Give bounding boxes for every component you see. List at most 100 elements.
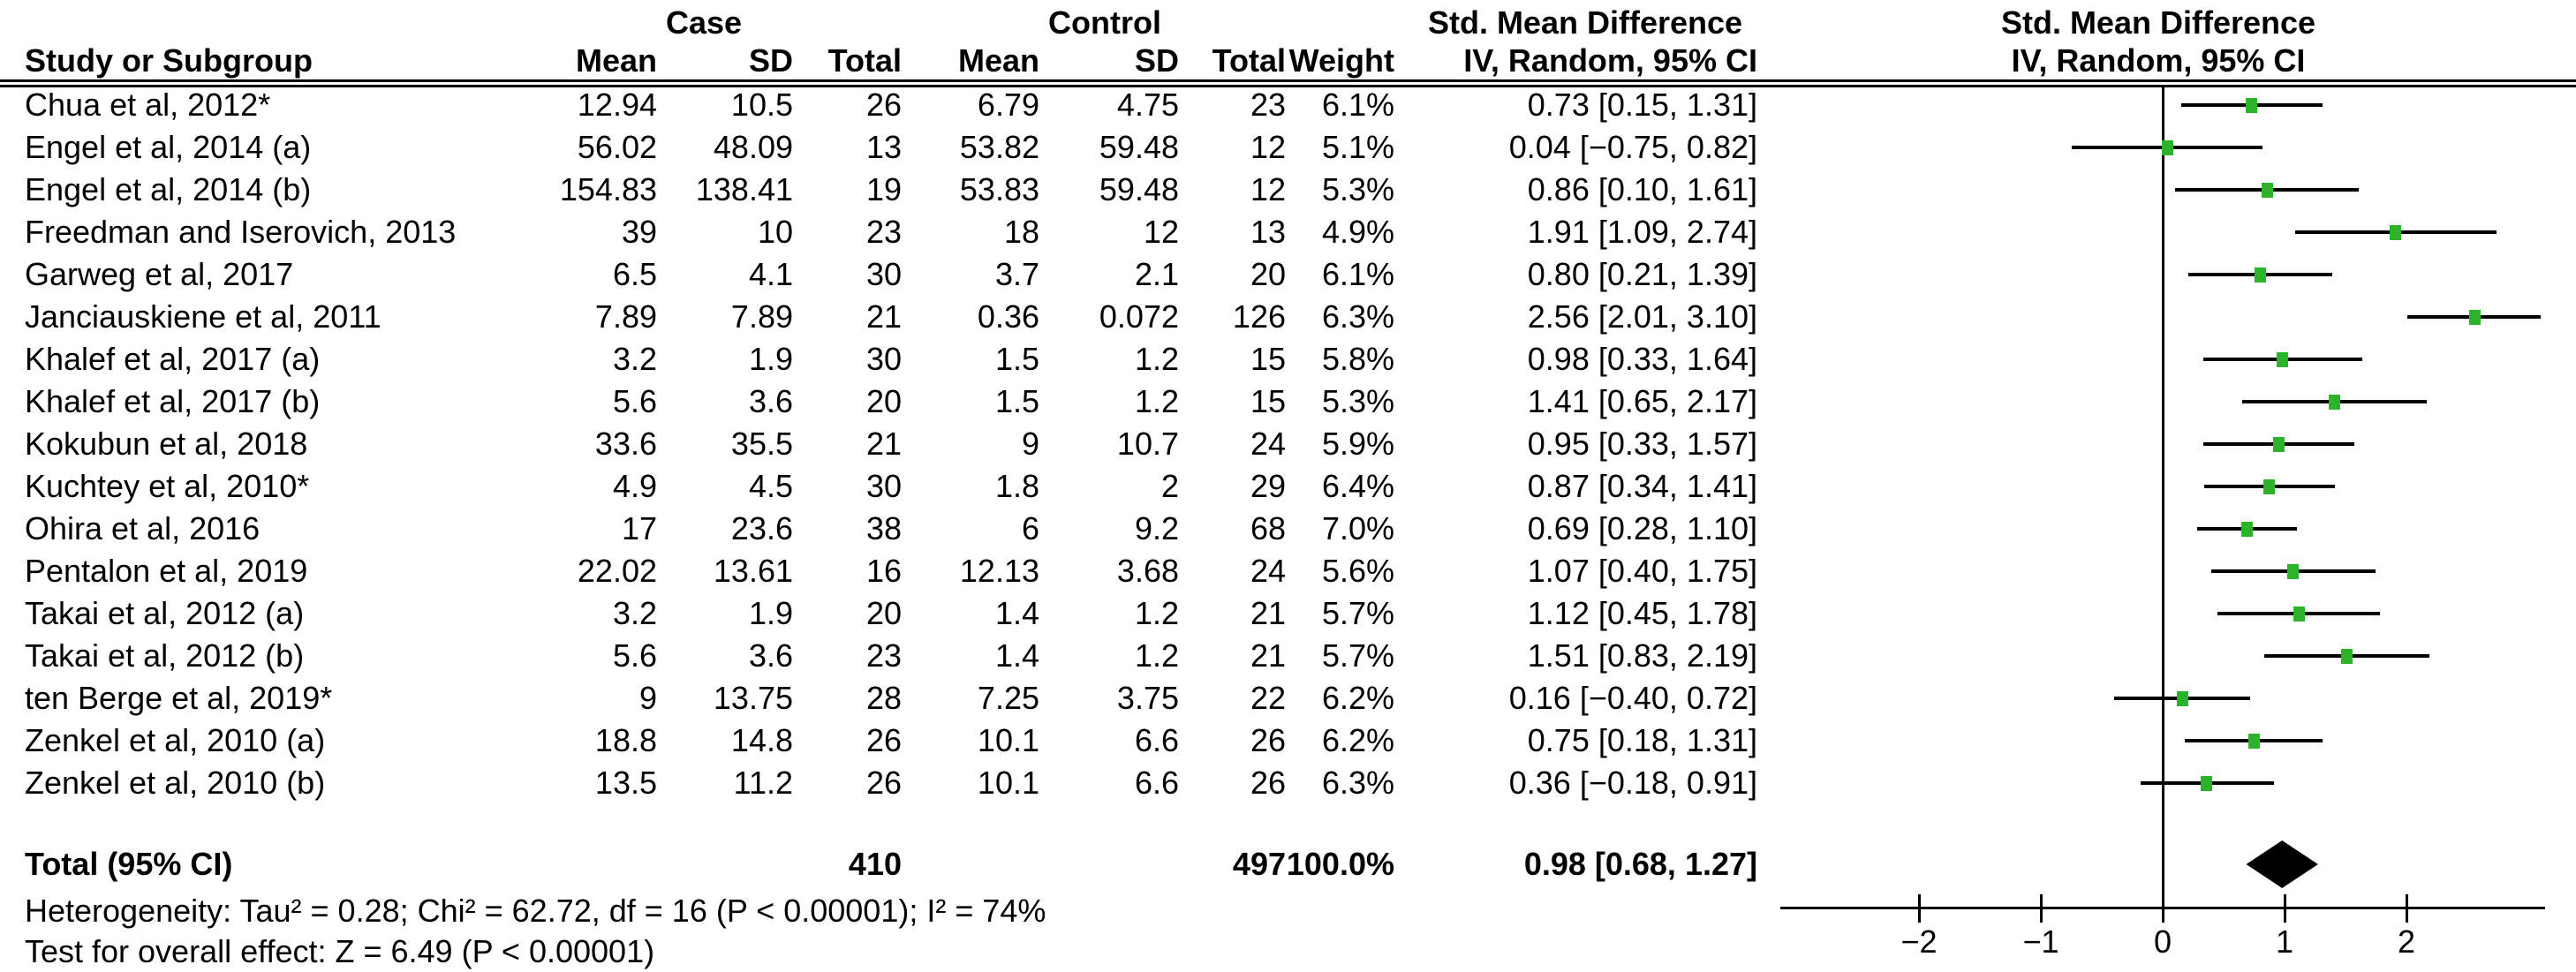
weight-cell: 6.1% bbox=[1321, 256, 1394, 292]
weight-cell: 7.0% bbox=[1321, 510, 1394, 546]
control-sd-cell: 2.1 bbox=[1134, 256, 1179, 292]
study-row: Engel et al, 2014 (a) 56.02 48.09 13 53.82 59… bbox=[0, 126, 2576, 169]
control-sd-cell: 3.68 bbox=[1116, 553, 1179, 589]
point-estimate-marker bbox=[2340, 648, 2353, 664]
axis-tick bbox=[1917, 894, 1921, 923]
case-sd-cell: 4.1 bbox=[748, 256, 793, 292]
case-total-cell: 23 bbox=[865, 637, 902, 674]
weight-cell: 5.7% bbox=[1321, 595, 1394, 631]
control-total-cell: 24 bbox=[1250, 553, 1286, 589]
study-row: ten Berge et al, 2019* 9 13.75 28 7.25 3.75 22… bbox=[0, 677, 2576, 720]
case-sd-cell: 7.89 bbox=[730, 298, 793, 335]
total-weight: 100.0% bbox=[1286, 846, 1394, 882]
weight-cell: 6.2% bbox=[1321, 680, 1394, 716]
study-row: Ohira et al, 2016 17 23.6 38 6 9.2 68 7.0% 0.69 … bbox=[0, 508, 2576, 550]
control-total-cell: 12 bbox=[1250, 129, 1286, 165]
ci-text-cell: 0.80 [0.21, 1.39] bbox=[1527, 256, 1757, 292]
control-total-cell: 13 bbox=[1250, 214, 1286, 250]
study-row: Pentalon et al, 2019 22.02 13.61 16 12.13 3.6… bbox=[0, 550, 2576, 592]
weight-cell: 5.1% bbox=[1321, 129, 1394, 165]
control-sd-cell: 6.6 bbox=[1134, 722, 1179, 758]
case-total-cell: 19 bbox=[865, 171, 902, 207]
col-header-case-mean: Mean bbox=[575, 42, 657, 79]
case-sd-cell: 48.09 bbox=[713, 129, 793, 165]
control-sd-cell: 6.6 bbox=[1134, 765, 1179, 801]
case-sd-cell: 3.6 bbox=[748, 637, 793, 674]
case-mean-cell: 12.94 bbox=[577, 87, 657, 123]
case-total-cell: 23 bbox=[865, 214, 902, 250]
case-sd-cell: 4.5 bbox=[748, 468, 793, 504]
study-row: Kuchtey et al, 2010* 4.9 4.5 30 1.8 2 29 6.4% 0.… bbox=[0, 465, 2576, 508]
case-sd-cell: 3.6 bbox=[748, 383, 793, 419]
point-estimate-marker bbox=[2201, 775, 2213, 791]
point-estimate-marker bbox=[2272, 436, 2285, 452]
ci-text-cell: 1.51 [0.83, 2.19] bbox=[1527, 637, 1757, 674]
ci-text-cell: 0.04 [−0.75, 0.82] bbox=[1508, 129, 1757, 165]
ci-text-cell: 0.95 [0.33, 1.57] bbox=[1527, 426, 1757, 462]
case-sd-cell: 23.6 bbox=[730, 510, 793, 546]
ci-text-cell: 0.75 [0.18, 1.31] bbox=[1527, 722, 1757, 758]
control-sd-cell: 1.2 bbox=[1134, 595, 1179, 631]
case-total-cell: 20 bbox=[865, 383, 902, 419]
control-total-cell: 20 bbox=[1250, 256, 1286, 292]
ci-text-cell: 1.91 [1.09, 2.74] bbox=[1527, 214, 1757, 250]
case-mean-cell: 22.02 bbox=[577, 553, 657, 589]
control-total-cell: 21 bbox=[1250, 637, 1286, 674]
axis-tick-label: 0 bbox=[2153, 923, 2172, 960]
col-header-case-sd: SD bbox=[748, 42, 793, 79]
control-total-cell: 29 bbox=[1250, 468, 1286, 504]
control-sd-cell: 59.48 bbox=[1099, 171, 1179, 207]
case-total-cell: 26 bbox=[865, 765, 902, 801]
case-mean-cell: 9 bbox=[638, 680, 657, 716]
study-name-cell: Chua et al, 2012* bbox=[25, 87, 271, 123]
case-total-cell: 30 bbox=[865, 256, 902, 292]
control-mean-cell: 1.5 bbox=[994, 341, 1039, 377]
total-case-n: 410 bbox=[848, 846, 902, 882]
study-row: Engel et al, 2014 (b) 154.83 138.41 19 53.83… bbox=[0, 169, 2576, 211]
ci-text-cell: 0.73 [0.15, 1.31] bbox=[1527, 87, 1757, 123]
control-sd-cell: 1.2 bbox=[1134, 341, 1179, 377]
group-header-smd-right: Std. Mean Difference bbox=[2000, 4, 2316, 41]
case-total-cell: 26 bbox=[865, 87, 902, 123]
control-mean-cell: 1.8 bbox=[994, 468, 1039, 504]
point-estimate-marker bbox=[2287, 563, 2300, 579]
control-total-cell: 26 bbox=[1250, 722, 1286, 758]
control-sd-cell: 4.75 bbox=[1116, 87, 1179, 123]
case-sd-cell: 10.5 bbox=[730, 87, 793, 123]
case-mean-cell: 5.6 bbox=[612, 637, 657, 674]
case-mean-cell: 6.5 bbox=[612, 256, 657, 292]
case-mean-cell: 13.5 bbox=[594, 765, 657, 801]
control-mean-cell: 1.4 bbox=[994, 637, 1039, 674]
col-header-control-sd: SD bbox=[1134, 42, 1179, 79]
col-header-control-mean: Mean bbox=[957, 42, 1039, 79]
col-header-iv-left: IV, Random, 95% CI bbox=[1463, 42, 1757, 79]
study-name-cell: Zenkel et al, 2010 (b) bbox=[25, 765, 326, 801]
study-row: Freedman and Iserovich, 2013 39 10 23 18 12 13… bbox=[0, 211, 2576, 253]
control-mean-cell: 1.4 bbox=[994, 595, 1039, 631]
study-name-cell: Takai et al, 2012 (b) bbox=[25, 637, 305, 674]
control-mean-cell: 10.1 bbox=[977, 765, 1039, 801]
case-mean-cell: 3.2 bbox=[612, 595, 657, 631]
col-header-iv-right: IV, Random, 95% CI bbox=[2011, 42, 2306, 79]
point-estimate-marker bbox=[2468, 309, 2481, 325]
heterogeneity-text: Heterogeneity: Tau² = 0.28; Chi² = 62.72… bbox=[25, 893, 1046, 929]
study-name-cell: Engel et al, 2014 (b) bbox=[25, 171, 312, 207]
ci-text-cell: 1.12 [0.45, 1.78] bbox=[1527, 595, 1757, 631]
study-row: Janciauskiene et al, 2011 7.89 7.89 21 0.36 0… bbox=[0, 296, 2576, 338]
point-estimate-marker bbox=[2329, 394, 2341, 410]
study-name-cell: Khalef et al, 2017 (a) bbox=[25, 341, 321, 377]
study-name-cell: Janciauskiene et al, 2011 bbox=[25, 298, 381, 335]
study-row: Khalef et al, 2017 (b) 5.6 3.6 20 1.5 1.2 15 5.… bbox=[0, 381, 2576, 423]
ci-text-cell: 0.87 [0.34, 1.41] bbox=[1527, 468, 1757, 504]
study-row: Garweg et al, 2017 6.5 4.1 30 3.7 2.1 20 6.1% 0.… bbox=[0, 253, 2576, 296]
zero-effect-line bbox=[2161, 87, 2164, 907]
ci-text-cell: 0.69 [0.28, 1.10] bbox=[1527, 510, 1757, 546]
header-rule-top bbox=[0, 79, 2576, 82]
case-mean-cell: 5.6 bbox=[612, 383, 657, 419]
control-total-cell: 21 bbox=[1250, 595, 1286, 631]
case-sd-cell: 10 bbox=[757, 214, 793, 250]
case-mean-cell: 3.2 bbox=[612, 341, 657, 377]
weight-cell: 5.6% bbox=[1321, 553, 1394, 589]
header-rule-bottom bbox=[0, 85, 2576, 87]
